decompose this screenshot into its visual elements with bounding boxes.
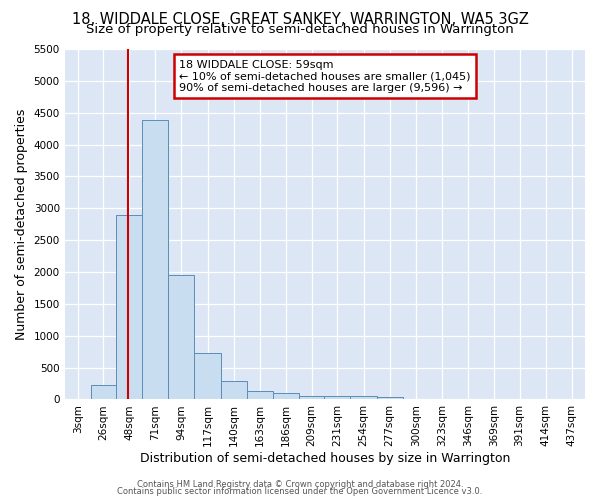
Bar [116, 214, 142, 400]
Text: 18, WIDDALE CLOSE, GREAT SANKEY, WARRINGTON, WA5 3GZ: 18, WIDDALE CLOSE, GREAT SANKEY, WARRING… [71, 12, 529, 28]
X-axis label: Distribution of semi-detached houses by size in Warrington: Distribution of semi-detached houses by … [140, 452, 510, 465]
Bar [194, 353, 221, 400]
Bar [221, 380, 247, 400]
Text: Size of property relative to semi-detached houses in Warrington: Size of property relative to semi-detach… [86, 22, 514, 36]
Bar [299, 396, 324, 400]
Bar [247, 390, 273, 400]
Bar [324, 396, 350, 400]
Text: Contains HM Land Registry data © Crown copyright and database right 2024.: Contains HM Land Registry data © Crown c… [137, 480, 463, 489]
Bar [350, 396, 377, 400]
Bar [273, 393, 299, 400]
Y-axis label: Number of semi-detached properties: Number of semi-detached properties [15, 108, 28, 340]
Bar [142, 120, 168, 400]
Bar [91, 385, 116, 400]
Bar [168, 275, 194, 400]
Text: Contains public sector information licensed under the Open Government Licence v3: Contains public sector information licen… [118, 487, 482, 496]
Text: 18 WIDDALE CLOSE: 59sqm
← 10% of semi-detached houses are smaller (1,045)
90% of: 18 WIDDALE CLOSE: 59sqm ← 10% of semi-de… [179, 60, 470, 92]
Bar [377, 396, 403, 400]
